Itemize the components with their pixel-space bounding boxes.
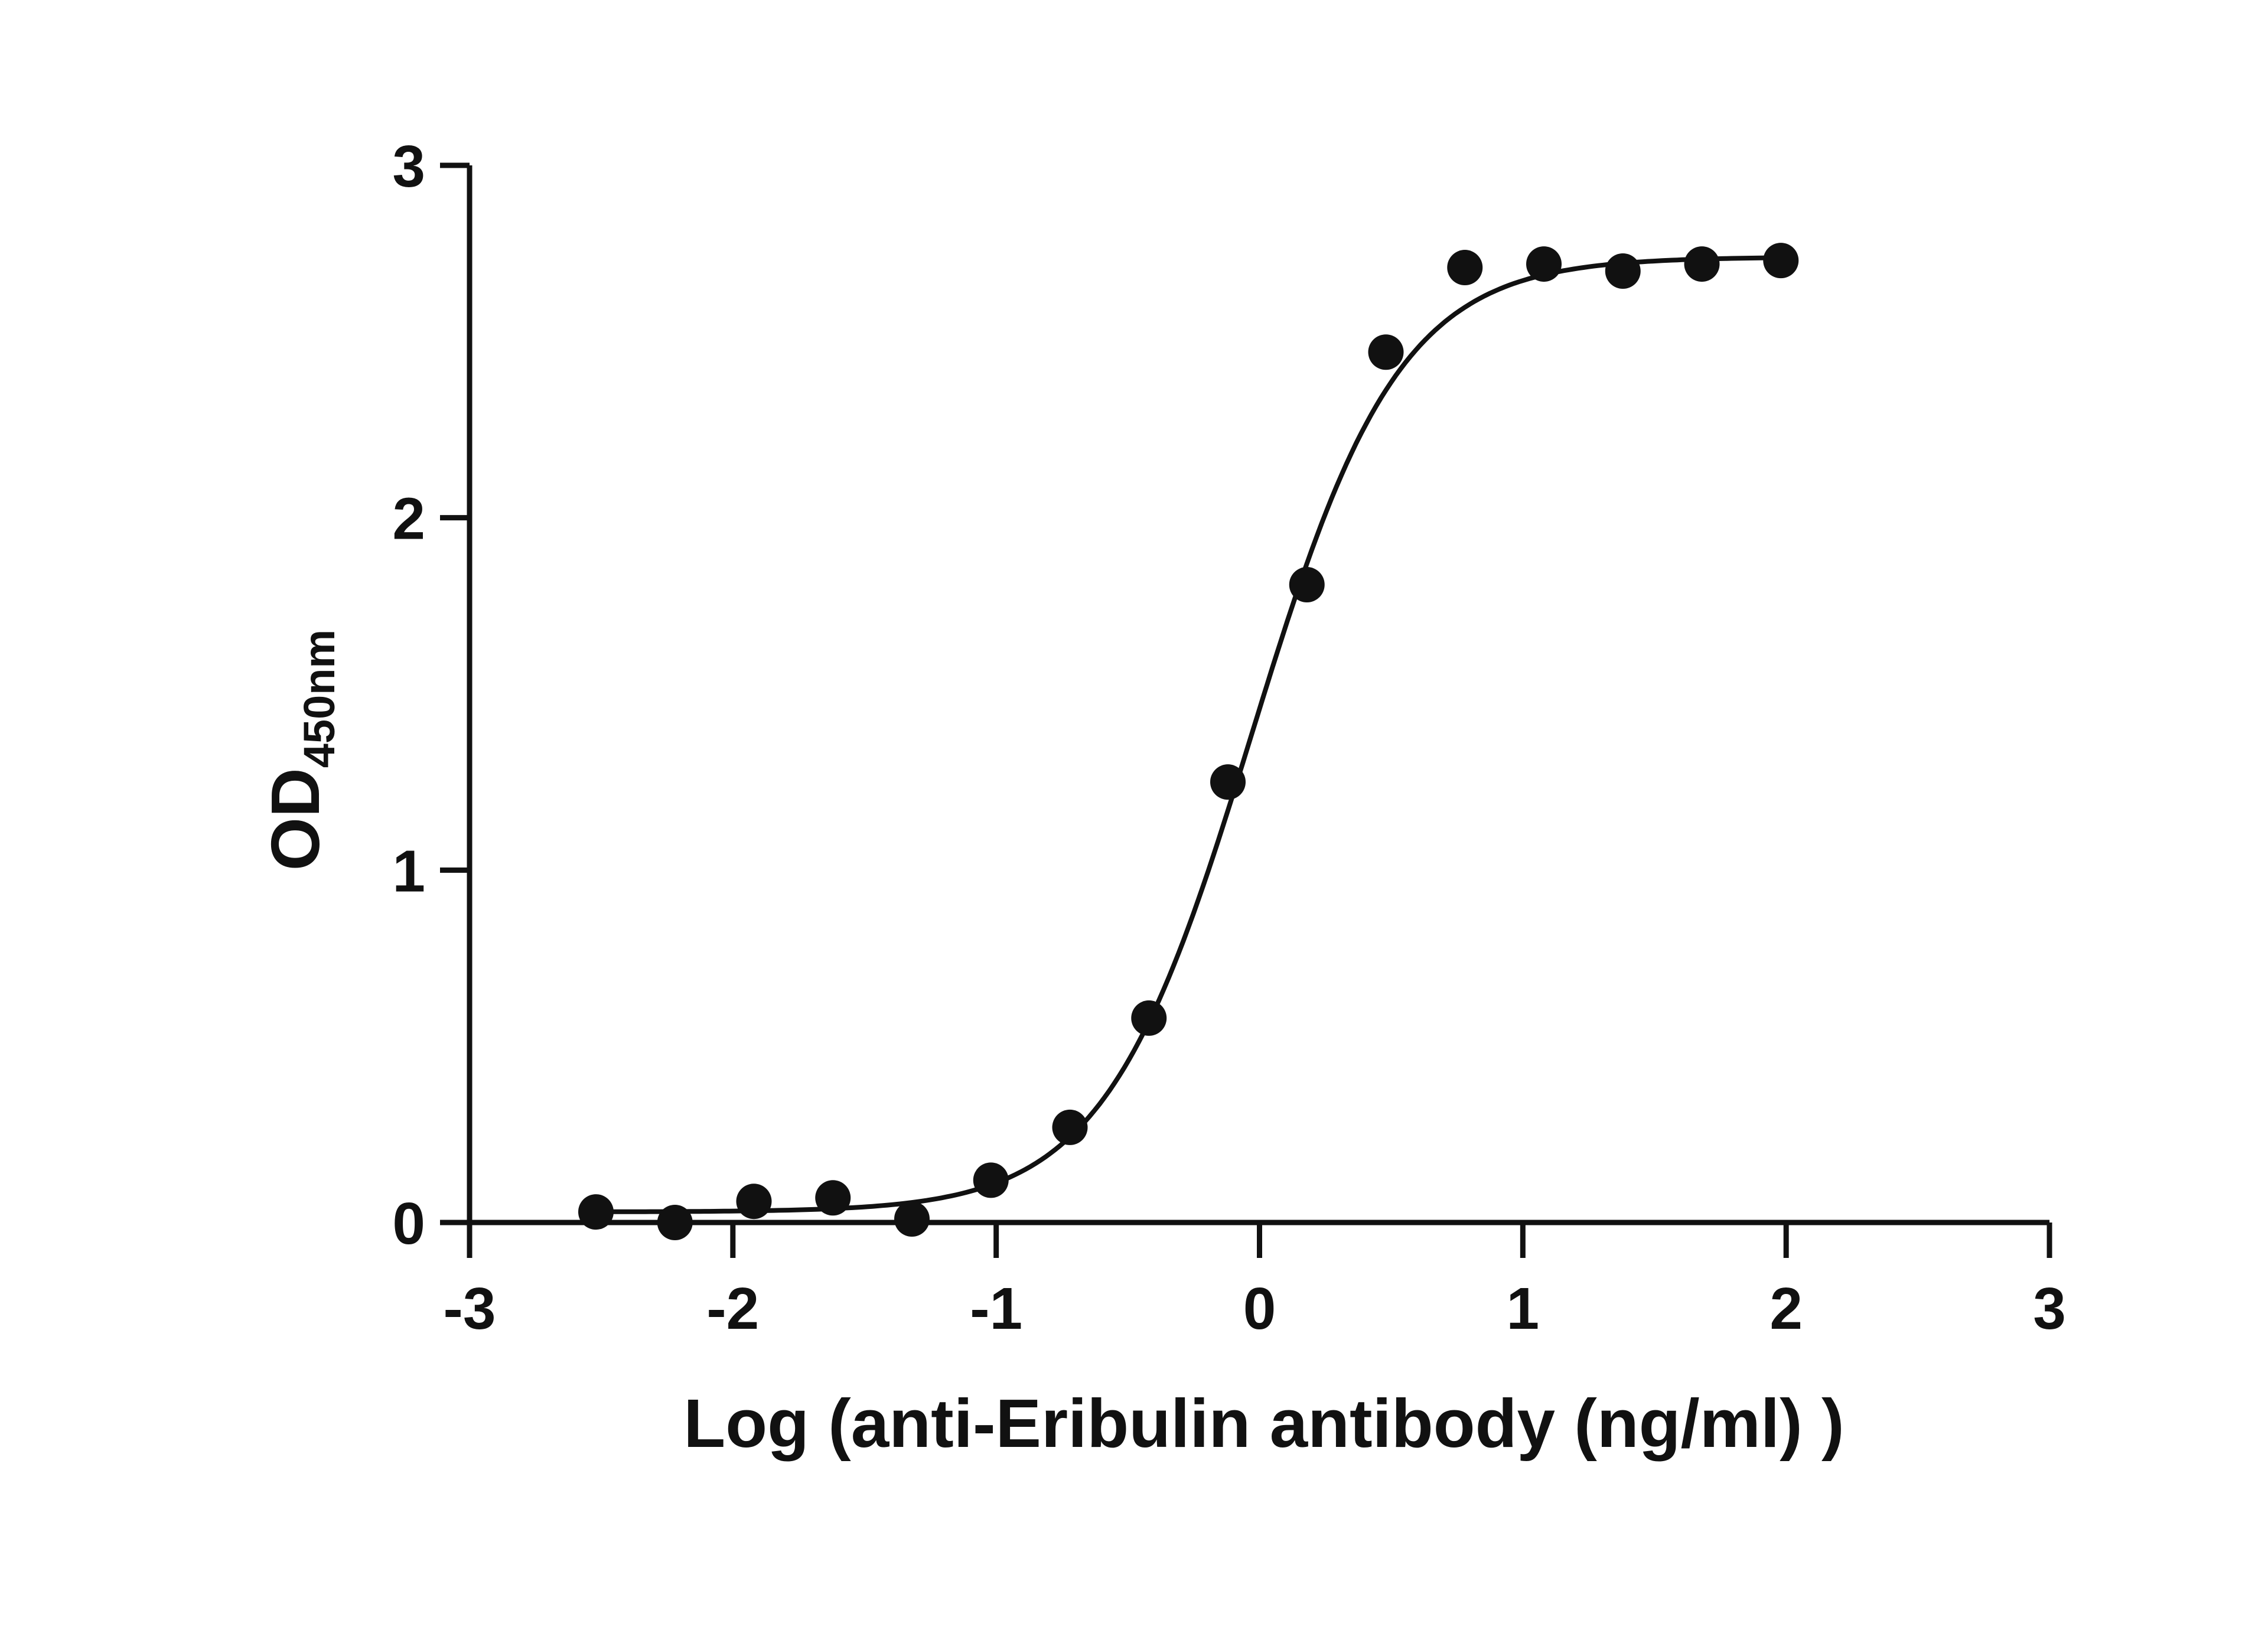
y-axis-label: OD450nm bbox=[257, 630, 344, 871]
data-point bbox=[1131, 1000, 1167, 1036]
fit-curve-layer bbox=[596, 255, 1781, 1214]
x-tick-label: -3 bbox=[444, 1276, 496, 1342]
fit-curve bbox=[596, 255, 1781, 1214]
y-tick-label: 3 bbox=[392, 133, 425, 200]
x-tick-label: 0 bbox=[1243, 1276, 1276, 1342]
x-tick-label: 1 bbox=[1507, 1276, 1540, 1342]
y-axis-label-main: OD bbox=[257, 768, 334, 871]
data-point bbox=[1289, 567, 1325, 603]
data-point bbox=[578, 1194, 614, 1230]
data-point bbox=[657, 1205, 693, 1240]
data-point bbox=[1526, 246, 1562, 282]
data-points-layer bbox=[578, 243, 1799, 1240]
data-point bbox=[1447, 250, 1483, 286]
y-tick-label: 2 bbox=[392, 486, 425, 552]
x-tick-label: -2 bbox=[706, 1276, 759, 1342]
x-tick-label: -1 bbox=[970, 1276, 1022, 1342]
data-point bbox=[894, 1201, 930, 1237]
data-point bbox=[1368, 334, 1404, 370]
data-point bbox=[1210, 764, 1246, 800]
data-point bbox=[1684, 246, 1720, 282]
axes: 0 1 2 3 -3 -2 -1 0 1 2 3 bbox=[392, 133, 2065, 1342]
y-tick-label: 1 bbox=[392, 838, 425, 904]
y-axis-label-subscript: 450nm bbox=[295, 630, 344, 768]
y-tick-label: 0 bbox=[392, 1191, 425, 1257]
data-point bbox=[736, 1184, 772, 1220]
data-point bbox=[1763, 243, 1799, 279]
data-point bbox=[973, 1162, 1009, 1198]
data-point bbox=[1052, 1109, 1088, 1145]
x-tick-label: 3 bbox=[2033, 1276, 2066, 1342]
x-axis-label: Log (anti-Eribulin antibody (ng/ml) ) bbox=[683, 1385, 1844, 1462]
x-tick-label: 2 bbox=[1770, 1276, 1803, 1342]
labels: Log (anti-Eribulin antibody (ng/ml) ) OD… bbox=[257, 630, 1845, 1462]
data-point bbox=[1605, 253, 1641, 289]
data-point bbox=[815, 1180, 851, 1216]
